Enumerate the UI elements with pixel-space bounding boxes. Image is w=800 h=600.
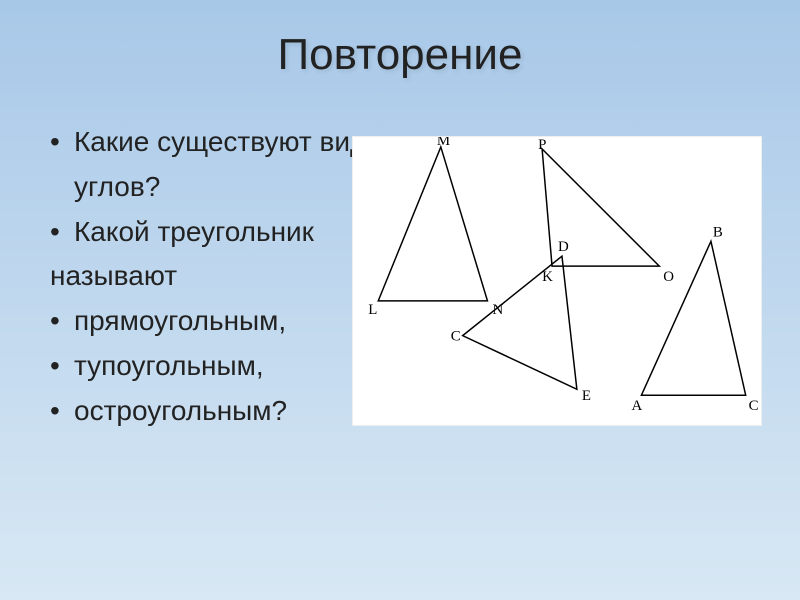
vertex-label-O: O — [663, 269, 674, 285]
vertex-label-P: P — [538, 137, 546, 153]
vertex-label-L: L — [368, 302, 377, 318]
slide-title: Повторение — [50, 30, 750, 80]
triangles-diagram: LMNPKOCDEABC — [352, 136, 762, 426]
vertex-label-E: E — [582, 388, 591, 404]
vertex-label-C: C — [749, 398, 759, 414]
vertex-label-C: C — [451, 329, 461, 345]
vertex-label-B: B — [713, 224, 723, 240]
vertex-label-M: M — [437, 137, 450, 149]
triangle-LMN — [378, 147, 487, 301]
triangles-svg: LMNPKOCDEABC — [353, 137, 761, 425]
vertex-label-D: D — [558, 239, 569, 255]
slide: Повторение Какие существуют виды треугол… — [0, 0, 800, 600]
vertex-label-A: A — [631, 398, 642, 414]
